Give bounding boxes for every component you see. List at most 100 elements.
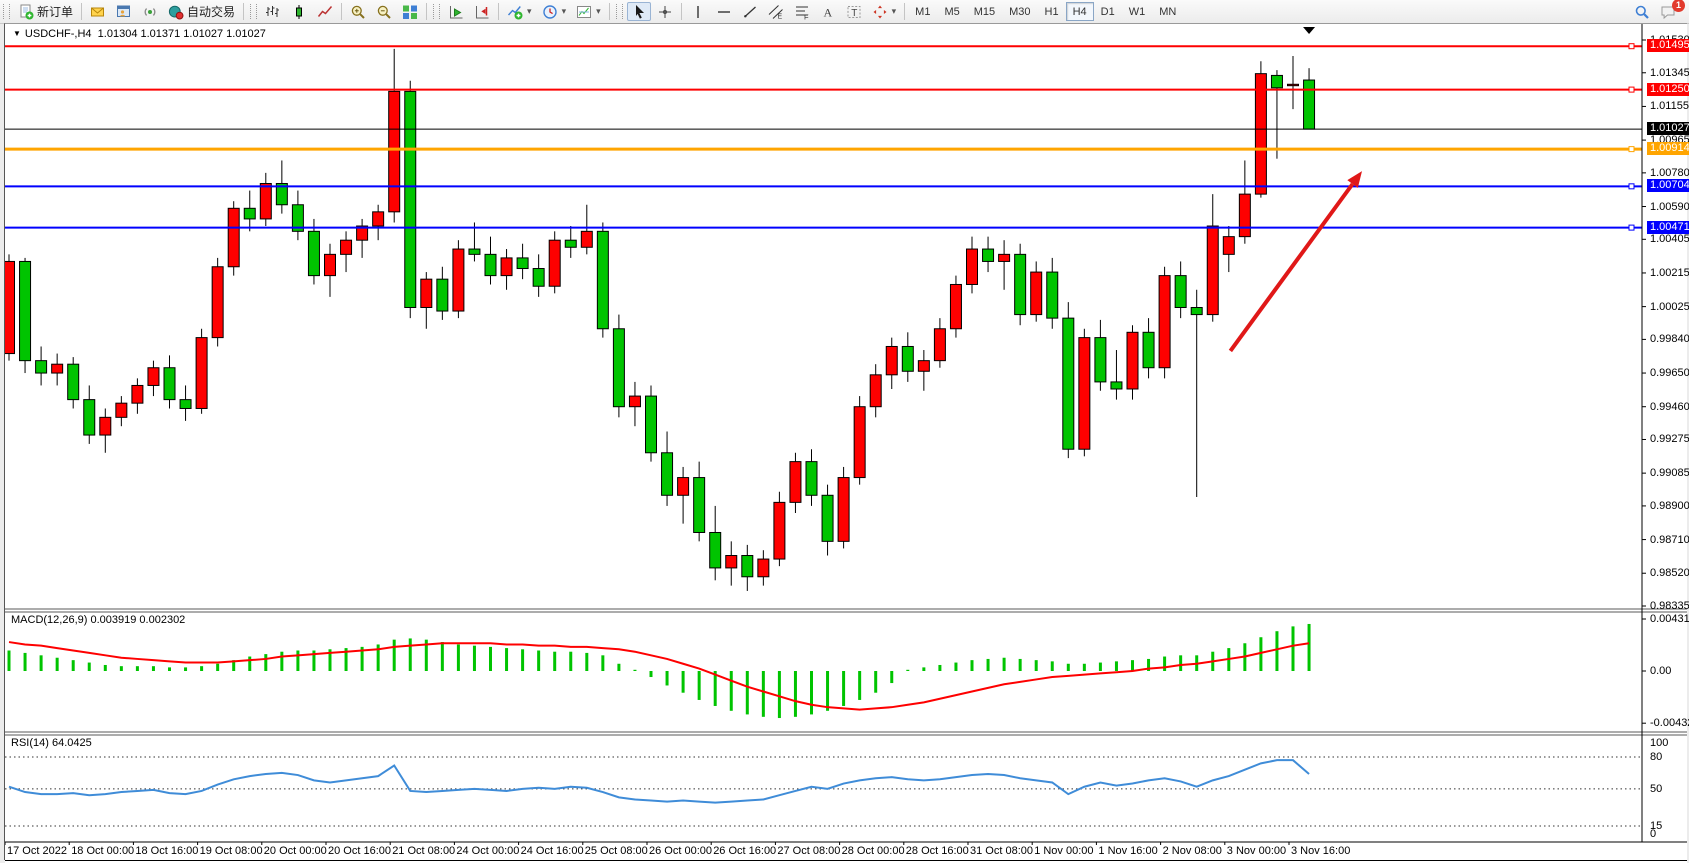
macd-histogram-bar: [874, 671, 878, 693]
macd-histogram-bar: [151, 666, 155, 671]
chevron-down-icon[interactable]: ▾: [891, 6, 897, 16]
trend-arrow-head[interactable]: [1347, 171, 1363, 188]
candle-body: [677, 477, 690, 496]
toolbar-drag-handle[interactable]: [250, 4, 258, 19]
equidistant-channel-button[interactable]: E: [764, 2, 788, 21]
timeframe-button-m5[interactable]: M5: [944, 5, 960, 18]
bar-chart-button[interactable]: [261, 2, 285, 21]
text-a-icon: A: [823, 5, 832, 19]
time-axis-label: 21 Oct 08:00: [392, 845, 456, 857]
zoom-out-button[interactable]: [372, 2, 396, 21]
price-line-label-1.00914[interactable]: 1.00914: [1647, 142, 1689, 156]
timeframe-button-w1[interactable]: W1: [1128, 5, 1146, 18]
chevron-down-icon[interactable]: ▾: [561, 6, 567, 16]
toolbar-drag-handle[interactable]: [433, 4, 441, 19]
horizontal-line-button[interactable]: [712, 2, 736, 21]
candle-body: [291, 204, 304, 232]
candle-body: [564, 239, 577, 248]
chart-window[interactable]: ▼ USDCHF-,H4 1.01304 1.01371 1.01027 1.01…: [4, 23, 1689, 863]
price-line-handle[interactable]: [1628, 224, 1635, 231]
candlestick-chart-button[interactable]: [287, 2, 311, 21]
chevron-down-icon[interactable]: ▾: [596, 6, 601, 16]
macd-histogram-bar: [168, 667, 171, 671]
rsi-tick-label: 0: [1650, 828, 1657, 840]
zoom-in-button[interactable]: [346, 2, 370, 21]
fibonacci-button[interactable]: F: [790, 2, 814, 21]
macd-histogram-bar: [745, 671, 749, 715]
zoom-in-icon: [351, 5, 365, 19]
timeframe-button-d1[interactable]: D1: [1100, 5, 1115, 18]
timeframe-button-h4[interactable]: H4: [1065, 2, 1094, 21]
price-line-label-1.01027[interactable]: 1.01027: [1647, 122, 1689, 136]
macd-histogram-bar: [697, 671, 701, 700]
candle-body: [1062, 317, 1075, 450]
toolbar-drag-handle[interactable]: [615, 4, 623, 19]
timeframe-button-m1[interactable]: M1: [915, 5, 931, 18]
toolbar-drag-handle[interactable]: [3, 4, 10, 19]
crosshair-button[interactable]: [653, 2, 677, 21]
price-line-label-1.00471[interactable]: 1.00471: [1647, 220, 1689, 234]
timeframe-button-m15[interactable]: M15: [973, 5, 996, 18]
cursor-button[interactable]: [626, 2, 651, 21]
arrows-button[interactable]: ▾: [868, 2, 901, 21]
price-line-label-1.01495[interactable]: 1.01495: [1647, 39, 1689, 53]
macd-histogram-bar: [1114, 661, 1118, 671]
candle-body: [693, 477, 706, 533]
price-tick-label: 0.99085: [1650, 467, 1689, 480]
timeframe-button-h1[interactable]: H1: [1044, 5, 1059, 18]
rsi-title: RSI(14): [11, 737, 49, 749]
chart-title: ▼ USDCHF-,H4 1.01304 1.01371 1.01027 1.01…: [13, 28, 266, 40]
text-label-button[interactable]: T: [842, 2, 866, 21]
price-line-handle[interactable]: [1628, 86, 1635, 93]
text-button[interactable]: A: [816, 2, 840, 21]
barchart-icon: [266, 5, 280, 17]
trendline-button[interactable]: [738, 2, 762, 21]
tile-windows-button[interactable]: [398, 2, 422, 21]
macd-histogram-bar: [665, 671, 669, 686]
price-line-label-1.00704[interactable]: 1.00704: [1647, 179, 1689, 193]
macd-histogram-bar: [810, 671, 813, 715]
metaeditor-button[interactable]: [86, 2, 110, 21]
search-button[interactable]: [1630, 2, 1654, 21]
macd-histogram-bar: [1147, 658, 1151, 671]
notifications-button[interactable]: 1: [1656, 0, 1685, 21]
candle-body: [1206, 225, 1219, 316]
new-order-button[interactable]: 新订单: [14, 2, 77, 21]
channel-icon: E: [768, 4, 783, 20]
price-line-label-1.01250[interactable]: 1.01250: [1647, 82, 1689, 96]
periods-button[interactable]: ▾: [538, 2, 571, 21]
templates-button[interactable]: ▾: [572, 2, 605, 21]
line-chart-button[interactable]: [313, 2, 337, 21]
autotrading-button[interactable]: 自动交易: [164, 2, 239, 21]
svg-text:A: A: [823, 5, 832, 19]
trend-arrow-line[interactable]: [1228, 182, 1355, 353]
chevron-down-icon[interactable]: ▾: [527, 6, 532, 16]
indicators-button[interactable]: ▾: [503, 2, 536, 21]
vertical-line-button[interactable]: [686, 2, 710, 21]
candle-body: [580, 230, 593, 248]
broadcast-button[interactable]: [138, 2, 162, 21]
chart-dropdown-icon[interactable]: ▼: [13, 29, 21, 38]
candle-body: [211, 266, 224, 339]
auto-scroll-button[interactable]: [444, 2, 468, 21]
macd-histogram-bar: [649, 671, 653, 678]
autoscroll-icon: [450, 5, 463, 18]
rsi-value: 64.0425: [51, 737, 92, 749]
chart-canvas[interactable]: [5, 24, 1687, 860]
candle-body: [596, 230, 609, 330]
timeframe-button-mn[interactable]: MN: [1159, 5, 1177, 18]
candle-body: [645, 395, 657, 454]
macd-indicator-label: MACD(12,26,9) 0.003919 0.002302: [11, 614, 185, 626]
candle-body: [307, 230, 320, 277]
timeframe-button-m30[interactable]: M30: [1009, 5, 1031, 18]
market-watch-button[interactable]: [112, 2, 136, 21]
price-line-handle[interactable]: [1628, 183, 1635, 190]
chart-shift-button[interactable]: [470, 2, 494, 21]
macd-histogram-bar: [344, 648, 348, 671]
candle-body: [372, 211, 385, 227]
price-line-handle[interactable]: [1628, 43, 1635, 50]
candle-body: [436, 278, 449, 312]
price-line-handle[interactable]: [1628, 146, 1635, 153]
toolbar-separator: [904, 3, 906, 20]
